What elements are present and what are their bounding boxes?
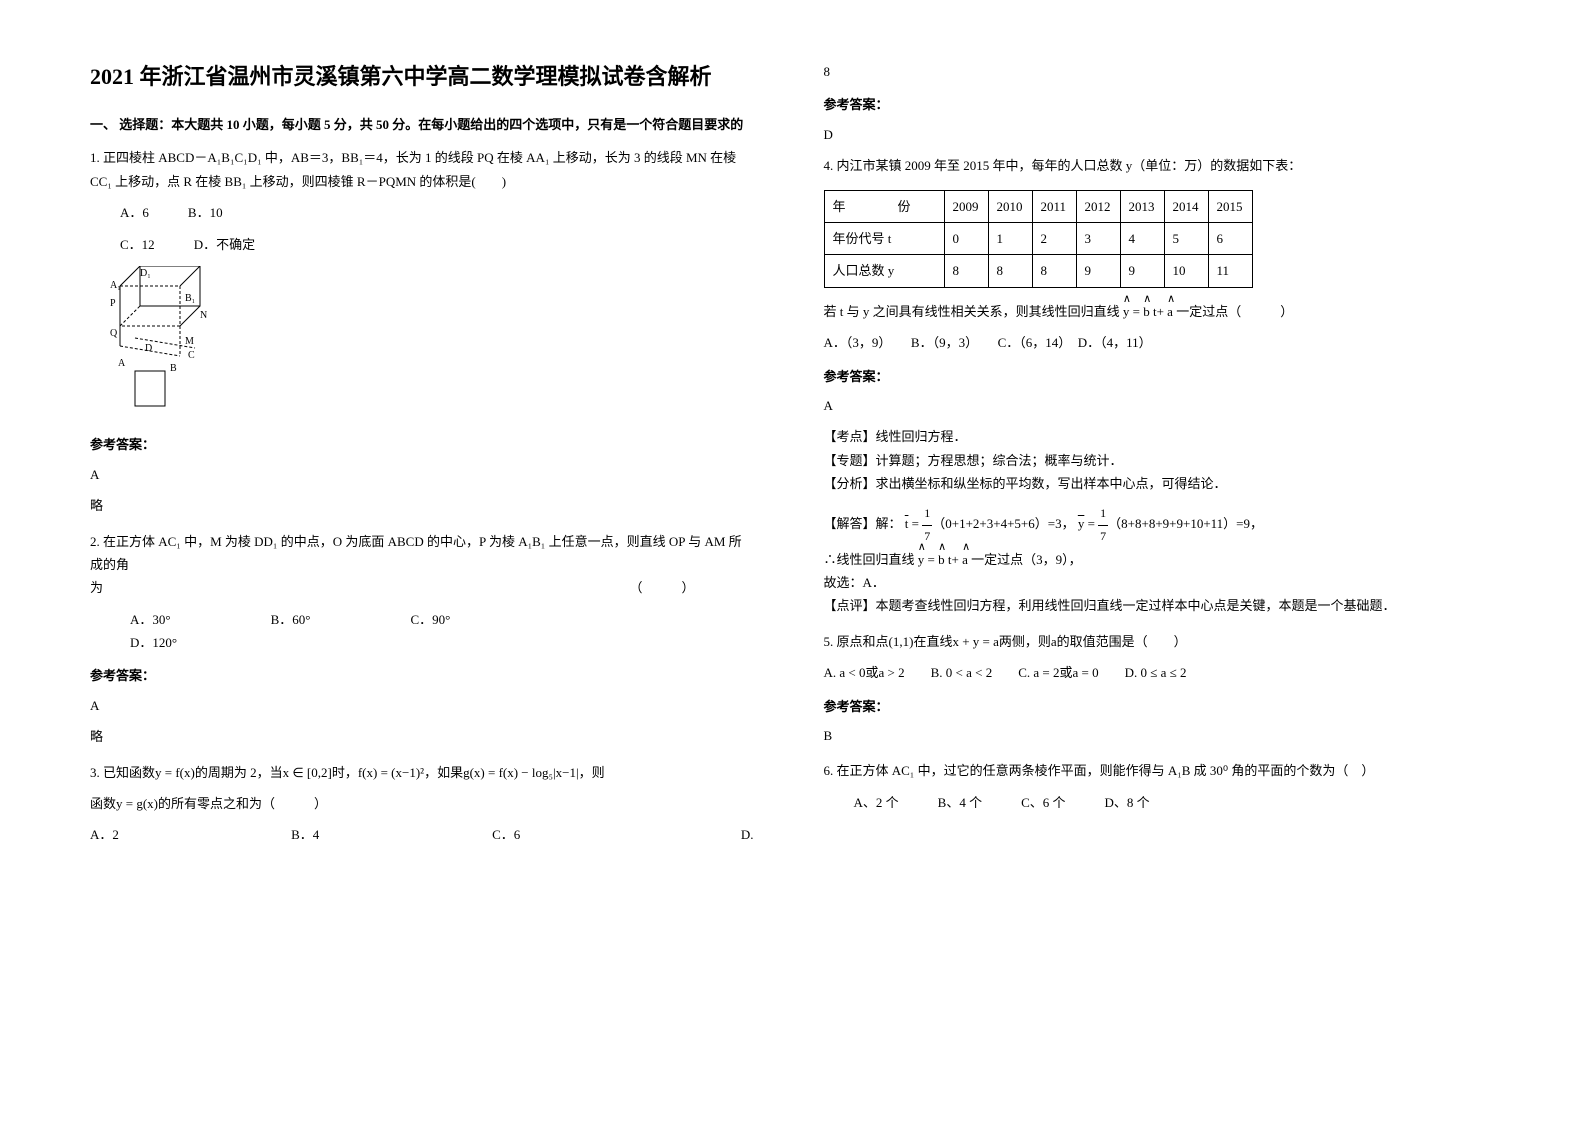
problem-3-line2: 函数y = g(x)的所有零点之和为（ ） [90, 792, 754, 815]
svg-text:A₁: A₁ [110, 280, 121, 291]
problem-1-text: 1. 正四棱柱 ABCD－A₁B₁C₁D₁ 中，AB＝3，BB₁＝4，长为 1 … [90, 146, 754, 193]
problem-3-options: A．2 B．4 C．6 D. [90, 823, 754, 846]
problem-6-options: A、2 个 B、4 个 C、6 个 D、8 个 [854, 791, 1498, 814]
problem-3-extra: 8 [824, 60, 1498, 83]
answer-label: 参考答案： [90, 433, 754, 456]
problem-1-answer: A [90, 463, 754, 486]
problem-4-dp: 【点评】本题考查线性回归方程，利用线性回归直线一定过样本中心点是关键，本题是一个… [824, 594, 1498, 617]
svg-text:N: N [200, 310, 207, 321]
svg-text:P: P [110, 298, 116, 309]
problem-1-ab: A．6 B．10 [120, 201, 754, 224]
problem-4-jd2: ∴线性回归直线 y = b t+ a 一定过点（3，9）， [824, 548, 1498, 571]
problem-2-options-abc: A．30° B．60° C．90° [130, 608, 754, 631]
problem-1-cd: C．12 D．不确定 [120, 233, 754, 256]
population-table: 年 份 2009 2010 2011 2012 2013 2014 2015 年… [824, 190, 1253, 288]
svg-text:D₁: D₁ [140, 268, 151, 279]
svg-text:C: C [188, 350, 195, 361]
problem-2-note: 略 [90, 725, 754, 748]
problem-4-zt: 【专题】计算题；方程思想；综合法；概率与统计． [824, 449, 1498, 472]
problem-6: 6. 在正方体 AC₁ 中，过它的任意两条棱作平面，则能作得与 A₁B 成 30… [824, 759, 1498, 814]
problem-5-text: 5. 原点和点(1,1)在直线x + y = a两侧，则a的取值范围是（ ） [824, 630, 1498, 653]
svg-text:B: B [170, 363, 177, 374]
problem-2-text: 2. 在正方体 AC₁ 中，M 为棱 DD₁ 的中点，O 为底面 ABCD 的中… [90, 530, 754, 577]
svg-text:B₁: B₁ [185, 293, 195, 304]
problem-6-text: 6. 在正方体 AC₁ 中，过它的任意两条棱作平面，则能作得与 A₁B 成 30… [824, 759, 1498, 782]
problem-3-line1: 3. 已知函数y = f(x)的周期为 2，当x ∈ [0,2]时，f(x) =… [90, 761, 754, 784]
svg-text:Q: Q [110, 328, 118, 339]
problem-4-text: 4. 内江市某镇 2009 年至 2015 年中，每年的人口总数 y（单位：万）… [824, 154, 1498, 177]
svg-text:A: A [118, 358, 126, 369]
problem-1: 1. 正四棱柱 ABCD－A₁B₁C₁D₁ 中，AB＝3，BB₁＝4，长为 1 … [90, 146, 754, 517]
problem-5: 5. 原点和点(1,1)在直线x + y = a两侧，则a的取值范围是（ ） A… [824, 630, 1498, 748]
page-title: 2021 年浙江省温州市灵溪镇第六中学高二数学理模拟试卷含解析 [90, 60, 754, 93]
problem-4-options: A．（3，9） B．（9，3） C．（6，14） D．（4，11） [824, 331, 1498, 354]
problem-2-answer: A [90, 694, 754, 717]
problem-4-kd: 【考点】线性回归方程． [824, 425, 1498, 448]
problem-2: 2. 在正方体 AC₁ 中，M 为棱 DD₁ 的中点，O 为底面 ABCD 的中… [90, 530, 754, 749]
svg-text:M: M [185, 336, 194, 347]
problem-1-note: 略 [90, 494, 754, 517]
problem-4: 4. 内江市某镇 2009 年至 2015 年中，每年的人口总数 y（单位：万）… [824, 154, 1498, 618]
table-row: 年份代号 t 0 1 2 3 4 5 6 [824, 222, 1252, 254]
answer-label: 参考答案： [90, 664, 754, 687]
problem-5-answer: B [824, 724, 1498, 747]
problem-4-jd3: 故选：A． [824, 571, 1498, 594]
answer-label: 参考答案： [824, 93, 1498, 116]
problem-3-answer: D [824, 123, 1498, 146]
answer-label: 参考答案： [824, 695, 1498, 718]
problem-2-text2: 为 （ ） [90, 576, 754, 599]
problem-4-text2: 若 t 与 y 之间具有线性相关关系，则其线性回归直线 y = b t+ a 一… [824, 300, 1498, 323]
answer-label: 参考答案： [824, 365, 1498, 388]
cuboid-diagram-icon: D₁ A₁ B₁ P Q D M N C A B [110, 266, 754, 423]
table-row: 年 份 2009 2010 2011 2012 2013 2014 2015 [824, 190, 1252, 222]
table-row: 人口总数 y 8 8 8 9 9 10 11 [824, 255, 1252, 287]
problem-4-fx: 【分析】求出横坐标和纵坐标的平均数，写出样本中心点，可得结论． [824, 472, 1498, 495]
problem-4-answer: A [824, 394, 1498, 417]
problem-2-option-d: D．120° [130, 631, 754, 654]
section-1-title: 一、 选择题：本大题共 10 小题，每小题 5 分，共 50 分。在每小题给出的… [90, 113, 754, 136]
problem-5-options: A. a < 0或a > 2 B. 0 < a < 2 C. a = 2或a =… [824, 661, 1498, 684]
svg-text:D: D [145, 343, 152, 354]
problem-3: 3. 已知函数y = f(x)的周期为 2，当x ∈ [0,2]时，f(x) =… [90, 761, 754, 847]
